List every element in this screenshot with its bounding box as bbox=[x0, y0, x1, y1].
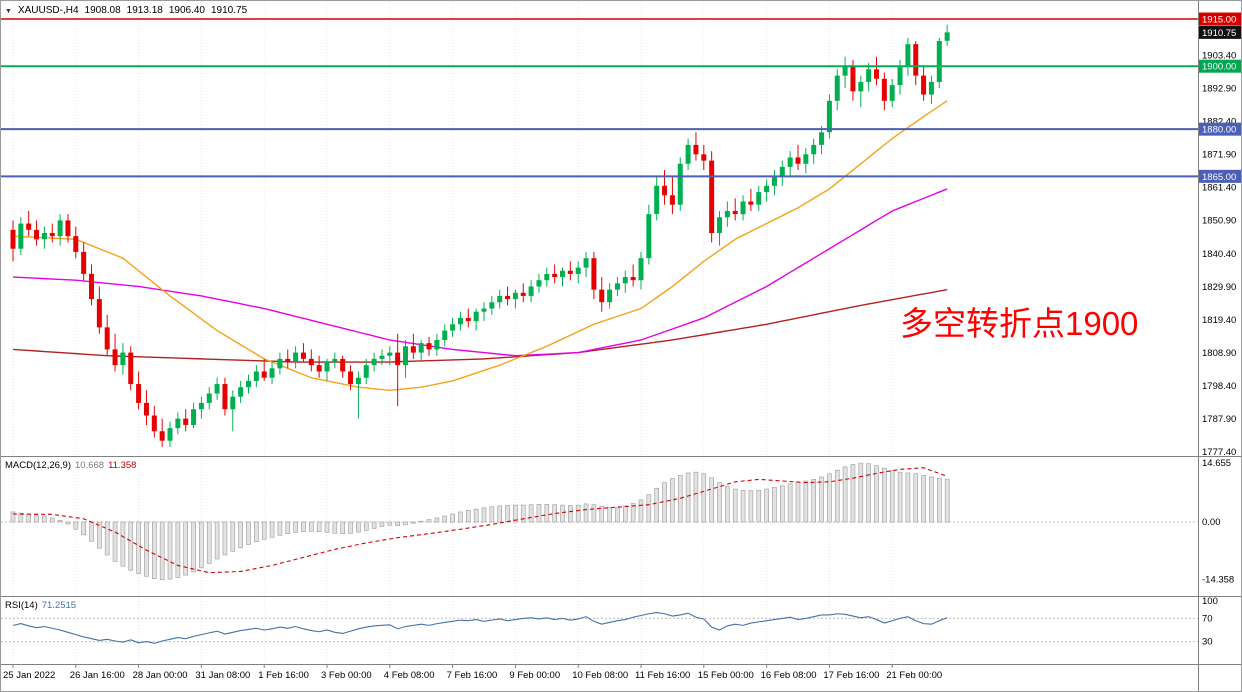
svg-text:16 Feb 08:00: 16 Feb 08:00 bbox=[761, 670, 817, 681]
macd-name: MACD(12,26,9) bbox=[5, 460, 71, 471]
svg-text:-14.358: -14.358 bbox=[1202, 575, 1234, 586]
svg-text:10 Feb 08:00: 10 Feb 08:00 bbox=[572, 670, 628, 681]
ma-slow-line bbox=[12, 288, 948, 363]
price-badge: 1880.00 bbox=[1199, 122, 1241, 136]
ohlc-high-value: 1913.18 bbox=[126, 5, 163, 16]
svg-text:30: 30 bbox=[1202, 637, 1213, 648]
svg-text:1880.00: 1880.00 bbox=[1202, 125, 1236, 136]
svg-text:1850.90: 1850.90 bbox=[1202, 216, 1236, 227]
chart-header: ▼ XAUUSD-,H4 1908.08 1913.18 1906.40 191… bbox=[5, 5, 247, 16]
svg-text:1861.40: 1861.40 bbox=[1202, 183, 1236, 194]
svg-text:1819.40: 1819.40 bbox=[1202, 315, 1236, 326]
svg-text:3 Feb 00:00: 3 Feb 00:00 bbox=[321, 670, 372, 681]
svg-text:9 Feb 00:00: 9 Feb 00:00 bbox=[509, 670, 560, 681]
svg-text:1910.75: 1910.75 bbox=[1202, 28, 1236, 39]
svg-text:1840.40: 1840.40 bbox=[1202, 249, 1236, 260]
svg-text:28 Jan 00:00: 28 Jan 00:00 bbox=[133, 670, 188, 681]
svg-text:21 Feb 00:00: 21 Feb 00:00 bbox=[886, 670, 942, 681]
macd-histogram-layer bbox=[10, 462, 950, 581]
svg-text:26 Jan 16:00: 26 Jan 16:00 bbox=[70, 670, 125, 681]
svg-text:1892.90: 1892.90 bbox=[1202, 84, 1236, 95]
time-scale[interactable] bbox=[1, 665, 1198, 691]
price-scale[interactable] bbox=[1196, 1, 1241, 664]
svg-text:7 Feb 16:00: 7 Feb 16:00 bbox=[447, 670, 498, 681]
svg-text:1787.90: 1787.90 bbox=[1202, 414, 1236, 425]
ohlc-open-value: 1908.08 bbox=[84, 5, 121, 16]
rsi-line bbox=[12, 612, 948, 644]
svg-text:0.00: 0.00 bbox=[1202, 517, 1221, 528]
svg-text:1882.40: 1882.40 bbox=[1202, 117, 1236, 128]
svg-text:15 Feb 00:00: 15 Feb 00:00 bbox=[698, 670, 754, 681]
svg-text:1798.40: 1798.40 bbox=[1202, 381, 1236, 392]
svg-text:11 Feb 16:00: 11 Feb 16:00 bbox=[635, 670, 690, 681]
svg-text:70: 70 bbox=[1202, 613, 1213, 624]
svg-text:1829.90: 1829.90 bbox=[1202, 282, 1236, 293]
macd-signal-value: 11.358 bbox=[108, 460, 137, 471]
svg-text:1865.00: 1865.00 bbox=[1202, 172, 1236, 183]
svg-text:1900.00: 1900.00 bbox=[1202, 62, 1236, 73]
svg-text:100: 100 bbox=[1202, 596, 1218, 607]
svg-text:1903.40: 1903.40 bbox=[1202, 51, 1236, 62]
svg-text:1777.40: 1777.40 bbox=[1202, 447, 1236, 458]
price-badge: 1910.75 bbox=[1199, 25, 1241, 39]
svg-text:1915.00: 1915.00 bbox=[1202, 15, 1236, 26]
svg-text:1871.90: 1871.90 bbox=[1202, 150, 1236, 161]
ohlc-low-value: 1906.40 bbox=[168, 5, 205, 16]
macd-indicator-label: MACD(12,26,9) 10.668 11.358 bbox=[5, 460, 140, 471]
price-badge: 1865.00 bbox=[1199, 169, 1241, 183]
macd-main-value: 10.668 bbox=[75, 460, 105, 471]
price-badge: 1900.00 bbox=[1199, 59, 1241, 73]
svg-text:17 Feb 16:00: 17 Feb 16:00 bbox=[823, 670, 879, 681]
svg-text:31 Jan 08:00: 31 Jan 08:00 bbox=[195, 670, 250, 681]
svg-text:14.655: 14.655 bbox=[1202, 458, 1231, 469]
ma-mid-line bbox=[12, 188, 948, 357]
ohlc-close-value: 1910.75 bbox=[210, 5, 248, 16]
macd-signal-line bbox=[12, 467, 948, 574]
rsi-indicator-label: RSI(14) 71.2515 bbox=[5, 600, 80, 611]
svg-text:1 Feb 16:00: 1 Feb 16:00 bbox=[258, 670, 309, 681]
one-click-trading-arrow-icon[interactable]: ▼ bbox=[5, 8, 12, 15]
svg-text:4 Feb 08:00: 4 Feb 08:00 bbox=[384, 670, 435, 681]
svg-text:1808.90: 1808.90 bbox=[1202, 348, 1236, 359]
rsi-name: RSI(14) bbox=[5, 600, 38, 611]
ma-fast-line bbox=[12, 100, 948, 392]
symbol-period-label: XAUUSD-,H4 bbox=[17, 5, 79, 16]
rsi-value: 71.2515 bbox=[41, 600, 77, 611]
candles-layer bbox=[10, 24, 950, 447]
price-badge: 1915.00 bbox=[1199, 12, 1241, 26]
svg-text:25 Jan 2022: 25 Jan 2022 bbox=[3, 670, 55, 681]
chart-annotation: 多空转折点1900 bbox=[900, 305, 1139, 342]
